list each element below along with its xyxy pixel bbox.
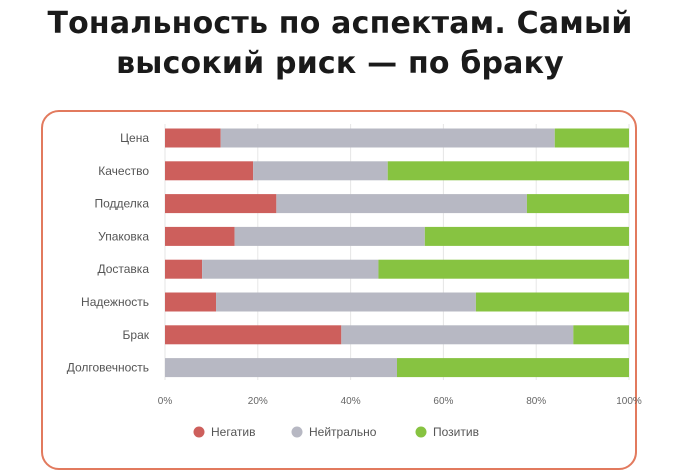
bar-segment	[165, 259, 203, 279]
bar-segment	[253, 161, 388, 181]
x-tick-label: 100%	[616, 396, 642, 407]
legend-label: Позитив	[433, 425, 479, 439]
bar-segment	[276, 194, 527, 214]
category-label: Цена	[120, 131, 149, 145]
category-label: Брак	[123, 328, 150, 342]
x-axis-ticks: 0% 20% 40% 60% 80% 100%	[158, 396, 642, 407]
category-label: Доставка	[97, 262, 149, 276]
bar-segment	[475, 292, 629, 312]
bar-segment	[554, 128, 629, 148]
bar-segment	[397, 358, 629, 378]
bar-segment	[165, 358, 397, 378]
legend-marker	[415, 426, 427, 438]
bars	[165, 128, 629, 378]
bar-segment	[165, 325, 342, 345]
category-labels: Цена Качество Подделка Упаковка Доставка Наде…	[67, 131, 150, 375]
category-label: Упаковка	[98, 229, 149, 243]
legend-marker	[193, 426, 205, 438]
legend-label: Негатив	[211, 425, 255, 439]
category-label: Качество	[98, 164, 149, 178]
bar-segment	[165, 194, 277, 214]
bar-segment	[216, 292, 476, 312]
x-tick-label: 60%	[433, 396, 453, 407]
chart-title-line-2: высокий риск — по браку	[116, 46, 564, 81]
bar-segment	[220, 128, 555, 148]
legend: Негатив Нейтрально Позитив	[193, 425, 479, 439]
legend-label: Нейтрально	[309, 425, 377, 439]
chart-title: Тональность по аспектам. Самый высокий р…	[0, 4, 680, 84]
bar-segment	[165, 128, 221, 148]
x-tick-label: 0%	[158, 396, 173, 407]
x-tick-label: 40%	[341, 396, 361, 407]
chart-title-line-1: Тональность по аспектам. Самый	[47, 6, 633, 41]
bar-segment	[378, 259, 629, 279]
bar-segment	[165, 292, 217, 312]
bar-segment	[202, 259, 379, 279]
x-tick-label: 80%	[526, 396, 546, 407]
bar-segment	[165, 161, 254, 181]
category-label: Долговечность	[67, 361, 149, 375]
category-label: Подделка	[94, 197, 149, 211]
bar-segment	[573, 325, 629, 345]
bar-segment	[234, 226, 425, 246]
legend-marker	[291, 426, 303, 438]
category-label: Надежность	[81, 295, 149, 309]
bar-segment	[165, 226, 235, 246]
x-tick-label: 20%	[248, 396, 268, 407]
bar-segment	[526, 194, 629, 214]
bar-segment	[387, 161, 629, 181]
bar-segment	[341, 325, 574, 345]
bar-segment	[424, 226, 629, 246]
